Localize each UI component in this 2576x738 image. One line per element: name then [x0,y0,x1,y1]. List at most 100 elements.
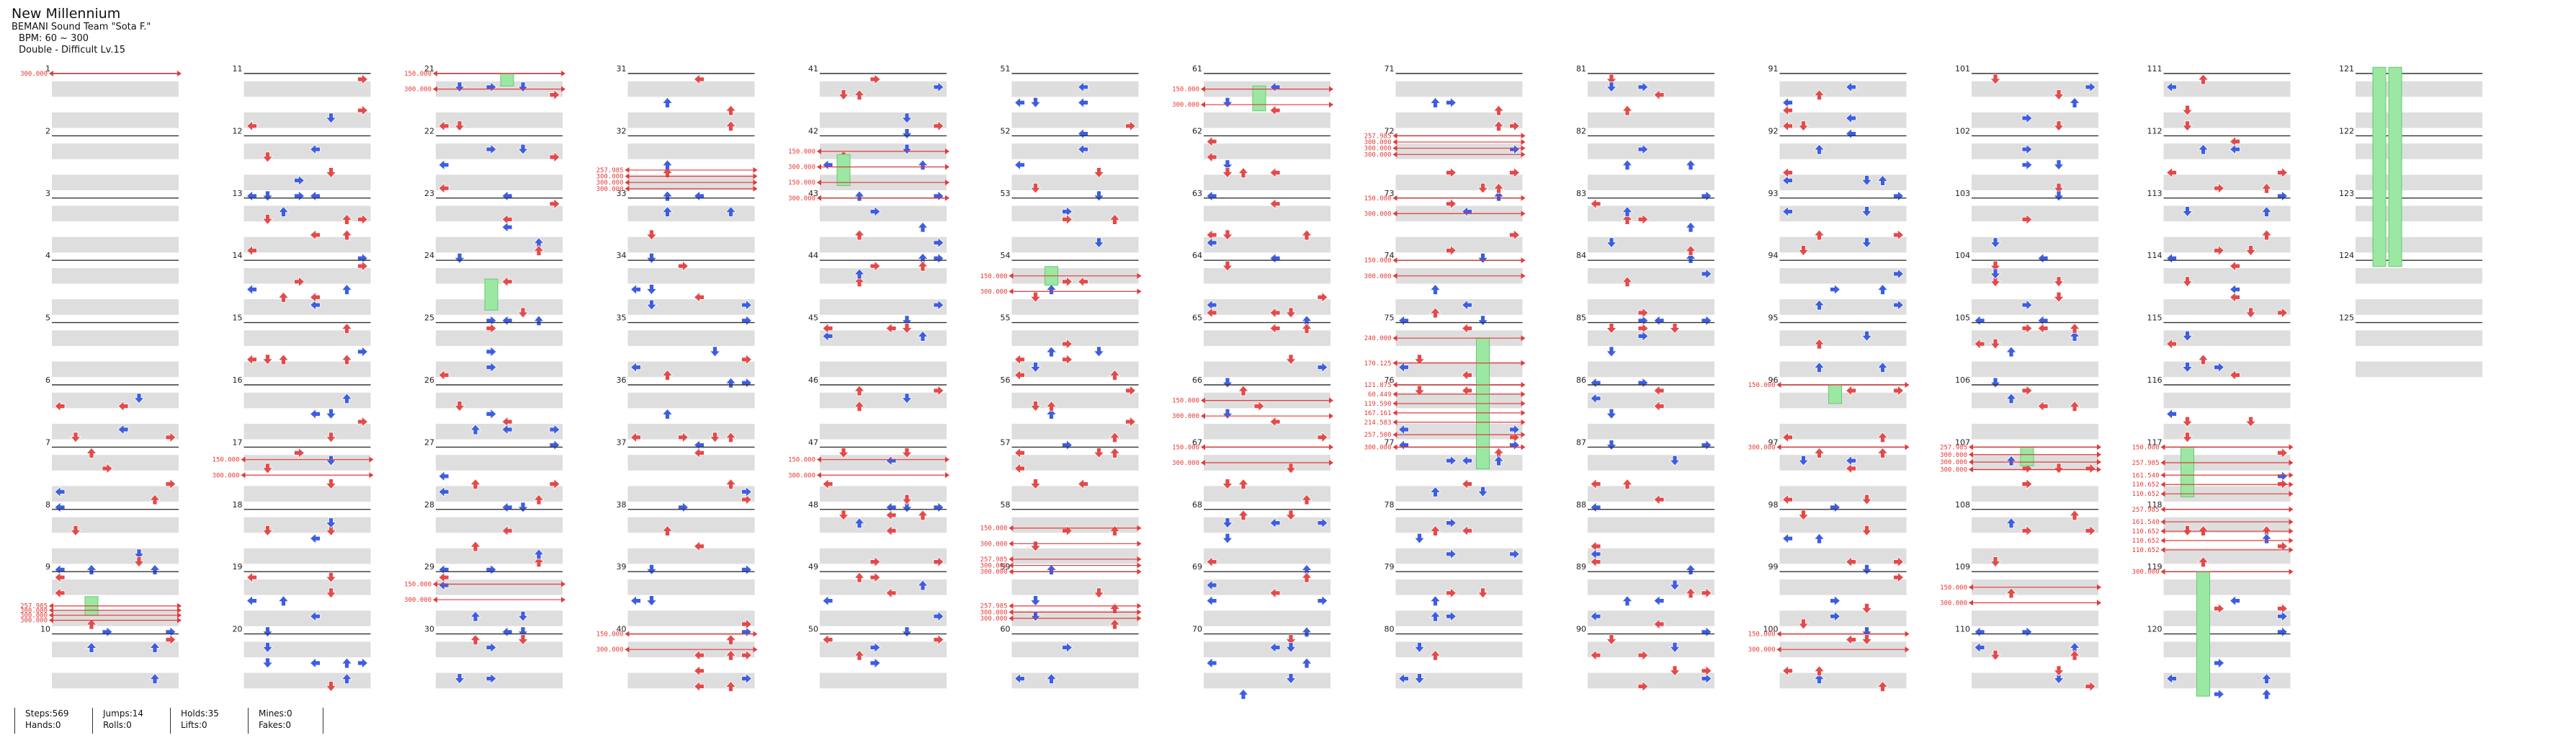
arrow-shape [1206,236,1217,249]
note-arrow [261,151,274,163]
beat-band [1972,455,2098,471]
arrow-shape [661,369,674,381]
note-arrow [1861,626,1873,638]
beat-band [52,268,179,284]
beat-band [1395,486,1523,502]
beat-band [436,361,563,378]
arrow-shape [325,112,337,124]
note-arrow [549,424,560,435]
note-arrow [2214,688,2225,701]
arrow-shape [2165,166,2177,179]
measure-number: 87 [1576,437,1586,447]
beat-band [1779,81,1907,97]
arrow-shape [454,673,465,685]
arrow-shape [1622,276,1633,288]
arrow-shape [901,128,913,140]
arrow-shape [933,385,944,396]
note-arrow [1606,237,1617,249]
note-arrow [1045,408,1057,419]
note-arrow [501,626,513,638]
note-arrow [1877,447,1889,458]
note-arrow [1877,174,1889,186]
arrow-shape [1509,424,1521,435]
beat-band [1011,299,1139,315]
measure-number: 7 [45,437,50,447]
arrow-shape [2165,672,2177,685]
note-arrow [1461,205,1472,218]
note-arrow [277,291,290,303]
beat-band [1011,330,1139,346]
bpm-marker-right [1137,603,1142,609]
beat-band [1588,299,1714,315]
note-arrow [693,680,705,693]
note-arrow [1685,244,1696,257]
note-arrow [1109,213,1121,225]
note-arrow [1285,354,1297,365]
note-arrow [709,432,721,443]
note-arrow [933,556,944,568]
arrow-shape [1077,128,1088,140]
note-arrow [1669,323,1681,334]
bpm-change-label: 300.000 [1364,146,1392,153]
arrow-shape [246,190,257,202]
beat-band [1204,548,1331,564]
arrow-shape [1845,385,1856,396]
note-arrow [1429,97,1441,108]
arrow-shape [1637,307,1649,319]
beat-band [52,610,179,626]
beat-band [820,236,947,253]
note-arrow [2037,400,2049,412]
beat-band [1779,672,1907,689]
measure-number: 86 [1576,375,1586,385]
bpm-marker-right [2097,584,2101,590]
note-arrow [1877,432,1889,443]
note-arrow [1606,323,1617,334]
arrow-shape [517,610,529,622]
note-arrow [517,610,529,622]
arrow-shape [661,159,674,171]
note-arrow [2053,291,2065,303]
arrow-shape [933,299,944,311]
note-arrow [1446,197,1457,210]
beat-band [52,112,179,128]
note-arrow [1446,166,1457,179]
note-arrow [246,572,257,584]
measure-number: 123 [2339,189,2354,198]
arrow-shape [1206,579,1217,591]
measure-number: 69 [1192,562,1202,572]
arrow-shape [854,276,865,288]
arrow-shape [1222,97,1233,109]
note-arrow [2021,112,2033,124]
note-arrow [2260,182,2273,194]
note-arrow [1461,455,1472,467]
bpm-change-label: 300.000 [1940,467,1967,474]
arrow-shape [1701,626,1712,638]
arrow-shape [1653,385,1665,396]
note-arrow [1797,455,1810,466]
note-arrow [1990,649,2001,661]
note-arrow [1493,120,1505,132]
beat-band [1588,143,1714,159]
beat-band [1588,486,1714,502]
beat-band [436,486,563,502]
arrow-shape [486,322,497,334]
note-arrow [2005,346,2017,357]
beat-band [52,517,179,533]
measure-number: 101 [1955,64,1970,74]
arrow-shape [549,424,560,435]
arrow-shape [1813,143,1825,155]
note-arrow [533,315,545,326]
note-arrow [1845,128,1856,140]
note-arrow [517,307,529,319]
note-arrow [1813,665,1825,677]
measure-number: 9 [45,562,50,572]
note-arrow [1413,533,1426,544]
beat-band [52,174,179,190]
measure-number: 122 [2339,126,2354,135]
arrow-shape [1269,197,1281,210]
arrow-shape [1238,510,1249,521]
arrow-shape [1893,572,1905,584]
note-arrow [917,221,929,233]
arrow-shape [2021,213,2033,226]
measure-number: 37 [617,437,627,447]
